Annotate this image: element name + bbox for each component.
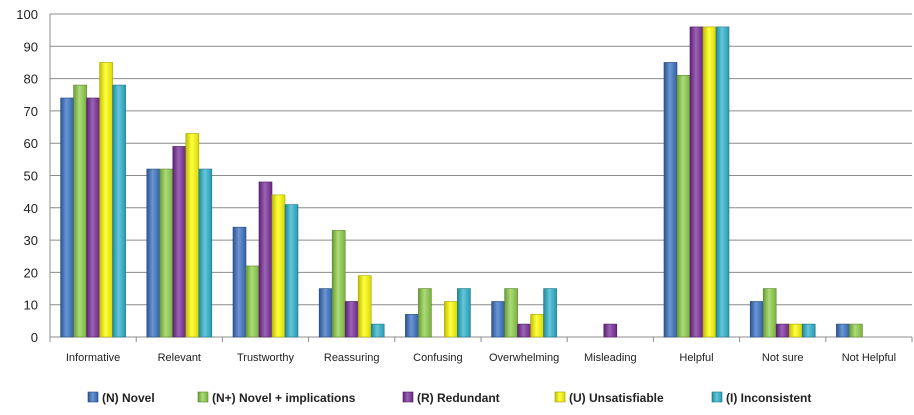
y-tick-label: 100 [16,7,38,22]
bar [676,75,691,338]
bar [702,26,717,338]
bar [457,288,471,338]
x-tick-label: Overwhelming [489,352,559,364]
y-tick-label: 70 [24,104,38,119]
x-tick-label: Reassuring [324,352,380,364]
legend: (N) Novel (N+) Novel + implications (R) Re… [87,391,811,405]
y-tick-label: 40 [24,201,38,216]
bar [318,288,333,338]
bar [504,288,518,338]
y-tick-label: 20 [24,265,38,280]
legend-label: (N) Novel [102,391,155,405]
bar [86,97,100,338]
bar [258,181,273,338]
bar [73,84,87,338]
bar [749,301,764,338]
bar [444,301,458,338]
y-tick-label: 10 [24,298,38,313]
bar [849,323,863,338]
bar [663,62,678,338]
bar [836,323,850,338]
bar [603,323,618,338]
bar [185,133,200,338]
bar [491,301,505,338]
x-tick-label: Helpful [679,352,713,364]
axis-labels: 0 10 20 30 40 50 60 70 80 90 100 Informative Relevan… [16,7,896,364]
bar [331,230,346,338]
bar [418,288,432,338]
bar [715,26,730,338]
bar [517,323,531,338]
bar [370,323,385,338]
bar [530,314,544,338]
x-tick-label: Misleading [584,352,637,364]
bar [284,204,299,338]
y-tick-label: 60 [24,136,38,151]
bar [405,314,419,338]
x-tick-label: Not sure [762,352,804,364]
legend-swatch [711,391,723,403]
bar [172,146,187,338]
bar [271,194,286,338]
y-tick-label: 80 [24,72,38,87]
x-tick-label: Informative [66,352,120,364]
x-tick-label: Trustworthy [237,352,295,364]
y-tick-label: 30 [24,233,38,248]
bar [99,62,113,338]
legend-swatch [402,391,414,403]
legend-swatch [87,391,99,403]
bar [543,288,557,338]
bar [232,226,247,338]
legend-label: (U) Unsatisfiable [569,391,664,405]
legend-swatch [197,391,209,403]
y-tick-label: 90 [24,39,38,54]
legend-label: (I) Inconsistent [726,391,811,405]
legend-label: (R) Redundant [417,391,500,405]
bar [245,265,260,338]
bar [159,168,174,338]
legend-swatch [554,391,566,403]
bars [60,26,863,338]
x-tick-label: Relevant [158,352,201,364]
bar [762,288,777,338]
bar [60,97,74,338]
y-tick-label: 50 [24,169,38,184]
x-tick-label: Not Helpful [842,352,896,364]
bar [801,323,816,338]
bar [198,168,213,338]
bar [689,26,704,338]
bar [344,301,359,338]
y-tick-label: 0 [31,330,38,345]
bar [357,275,372,338]
bar [112,84,126,338]
legend-label: (N+) Novel + implications [212,391,356,405]
bar [146,168,161,338]
bar [775,323,790,338]
x-tick-label: Confusing [413,352,463,364]
bar [788,323,803,338]
